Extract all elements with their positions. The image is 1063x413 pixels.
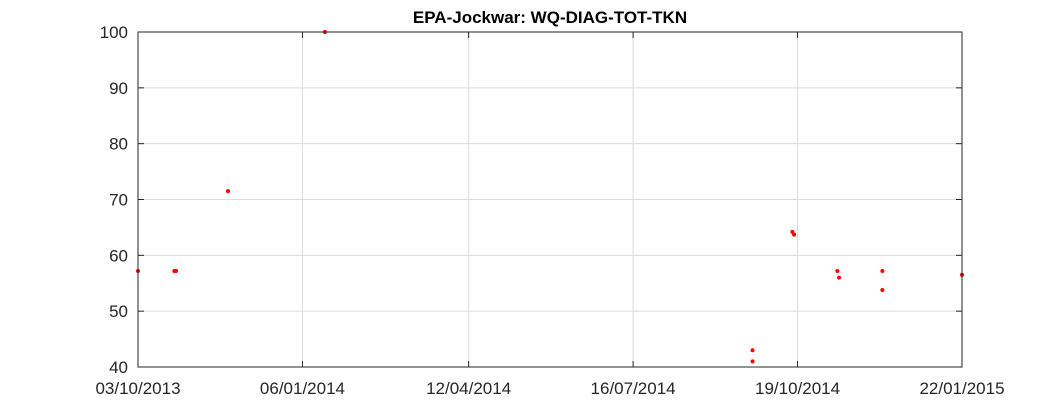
data-point — [837, 275, 842, 280]
x-tick-label: 12/04/2014 — [426, 379, 511, 398]
data-point — [174, 268, 179, 273]
y-tick-label: 80 — [109, 135, 128, 154]
x-tick-label: 19/10/2014 — [755, 379, 840, 398]
x-tick-label: 16/07/2014 — [591, 379, 676, 398]
data-point — [750, 359, 755, 364]
data-point — [750, 348, 755, 353]
chart-title: EPA-Jockwar: WQ-DIAG-TOT-TKN — [413, 8, 687, 27]
x-axis-tick-labels: 03/10/2013 06/01/2014 12/04/2014 16/07/2014… — [95, 379, 1004, 398]
data-point — [226, 189, 231, 194]
y-axis-tick-labels: 40 50 60 70 80 90 100 — [100, 23, 128, 377]
y-tick-label: 90 — [109, 79, 128, 98]
y-tick-label: 100 — [100, 23, 128, 42]
y-tick-label: 70 — [109, 191, 128, 210]
grid-lines — [137, 31, 963, 368]
y-tick-label: 50 — [109, 302, 128, 321]
data-point — [792, 232, 797, 237]
data-point — [880, 287, 885, 292]
x-tick-label: 06/01/2014 — [260, 379, 345, 398]
data-point — [835, 268, 840, 273]
y-tick-label: 40 — [109, 358, 128, 377]
axis-ticks — [137, 31, 963, 368]
y-tick-label: 60 — [109, 246, 128, 265]
x-tick-label: 22/01/2015 — [919, 379, 1004, 398]
data-point — [880, 268, 885, 273]
x-tick-label: 03/10/2013 — [95, 379, 180, 398]
data-points — [136, 30, 964, 364]
